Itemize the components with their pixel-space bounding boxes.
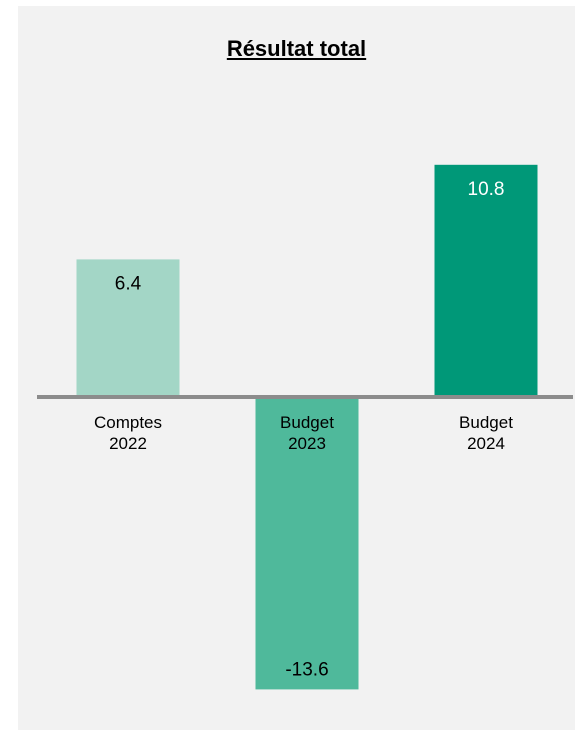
category-label-2-1: 2024 [467,434,505,453]
bar-0 [76,259,180,397]
category-label-2-0: Budget [459,413,513,432]
category-label-0-1: 2022 [109,434,147,453]
bar-2 [434,164,538,397]
chart-title: Résultat total [226,36,367,61]
data-label-2: 10.8 [468,179,505,200]
category-label-1-1: 2023 [288,434,326,453]
bar-1 [255,397,359,690]
data-label-0: 6.4 [115,273,142,294]
category-label-0-0: Comptes [94,413,162,432]
data-label-1: -13.6 [285,659,328,680]
category-label-1-0: Budget [280,413,334,432]
